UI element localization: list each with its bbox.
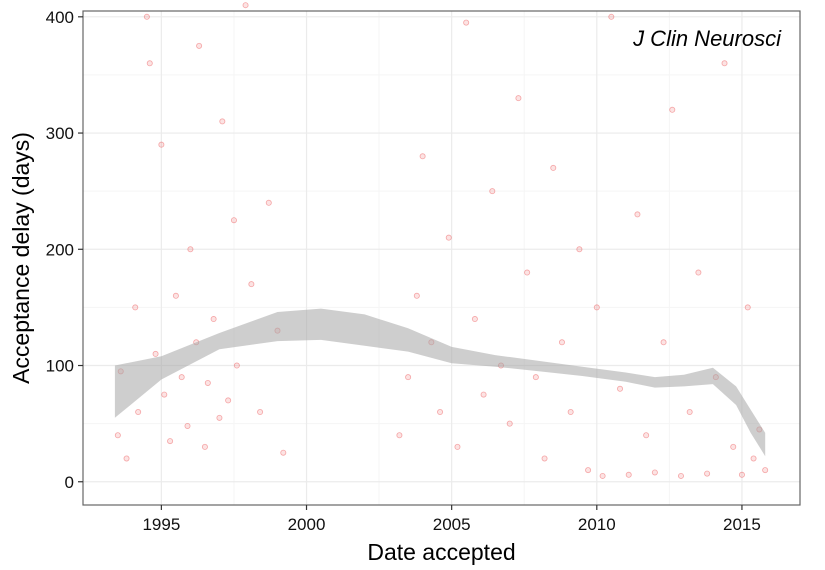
data-point xyxy=(445,234,452,241)
data-point xyxy=(643,432,650,439)
data-point xyxy=(146,60,153,67)
y-tick-label: 0 xyxy=(65,473,74,492)
data-point xyxy=(750,455,757,462)
data-point xyxy=(550,164,557,171)
data-point xyxy=(567,409,574,416)
data-point xyxy=(463,19,470,26)
data-point xyxy=(216,414,223,421)
data-point xyxy=(230,217,237,224)
data-point xyxy=(419,153,426,160)
data-point xyxy=(471,316,478,323)
data-point xyxy=(114,432,121,439)
data-point xyxy=(135,409,142,416)
data-point xyxy=(721,60,728,67)
data-point xyxy=(730,443,737,450)
data-point xyxy=(210,316,217,323)
data-point xyxy=(225,397,232,404)
data-point xyxy=(695,269,702,276)
data-point xyxy=(532,374,539,381)
y-axis-ticks: 0 100 200 300 400 xyxy=(46,8,83,492)
data-point xyxy=(178,374,185,381)
x-tick-label: 2005 xyxy=(433,515,471,534)
data-point xyxy=(608,13,615,20)
data-point xyxy=(187,246,194,253)
data-point xyxy=(515,95,522,102)
data-point xyxy=(625,471,632,478)
data-point xyxy=(161,391,168,398)
data-point xyxy=(677,472,684,479)
data-point xyxy=(558,339,565,346)
data-point xyxy=(738,471,745,478)
data-point xyxy=(541,455,548,462)
data-point xyxy=(257,409,264,416)
x-axis-ticks: 1995 2000 2005 2010 2015 xyxy=(142,505,761,534)
data-point xyxy=(280,449,287,456)
x-tick-label: 1995 xyxy=(142,515,180,534)
data-point xyxy=(158,141,165,148)
smooth-band xyxy=(114,308,766,457)
data-point xyxy=(184,422,191,429)
data-point xyxy=(669,106,676,113)
x-tick-label: 2000 xyxy=(288,515,326,534)
data-point xyxy=(152,350,159,357)
data-point xyxy=(686,409,693,416)
data-point xyxy=(744,304,751,311)
data-point xyxy=(219,118,226,125)
y-tick-label: 200 xyxy=(46,240,74,259)
data-point xyxy=(489,188,496,195)
data-point xyxy=(405,374,412,381)
data-point xyxy=(123,455,130,462)
smooth-confidence-band xyxy=(114,308,766,457)
data-point xyxy=(132,304,139,311)
data-point xyxy=(585,467,592,474)
x-axis-title: Date accepted xyxy=(367,539,515,565)
y-tick-label: 400 xyxy=(46,8,74,27)
data-point xyxy=(576,246,583,253)
journal-annotation: J Clin Neurosci xyxy=(632,26,782,51)
grid-lines xyxy=(83,11,800,505)
data-point xyxy=(233,362,240,369)
x-tick-label: 2010 xyxy=(578,515,616,534)
data-point xyxy=(599,472,606,479)
data-points xyxy=(114,2,769,479)
data-point xyxy=(617,385,624,392)
panel-border xyxy=(82,10,801,506)
data-point xyxy=(196,42,203,49)
data-point xyxy=(143,13,150,20)
data-point xyxy=(634,211,641,218)
data-point xyxy=(201,443,208,450)
data-point xyxy=(242,2,249,9)
data-point xyxy=(762,467,769,474)
data-point xyxy=(248,281,255,288)
data-point xyxy=(172,292,179,299)
data-point xyxy=(396,432,403,439)
data-point xyxy=(167,438,174,445)
data-point xyxy=(651,469,658,476)
data-point xyxy=(204,379,211,386)
data-point xyxy=(265,199,272,206)
data-point xyxy=(524,269,531,276)
data-point xyxy=(704,470,711,477)
data-point xyxy=(593,304,600,311)
y-tick-label: 100 xyxy=(46,357,74,376)
x-tick-label: 2015 xyxy=(723,515,761,534)
y-axis-title: Acceptance delay (days) xyxy=(8,132,34,384)
data-point xyxy=(506,420,513,427)
data-point xyxy=(454,443,461,450)
y-tick-label: 300 xyxy=(46,124,74,143)
data-point xyxy=(660,339,667,346)
data-point xyxy=(480,391,487,398)
data-point xyxy=(437,409,444,416)
data-point xyxy=(413,292,420,299)
